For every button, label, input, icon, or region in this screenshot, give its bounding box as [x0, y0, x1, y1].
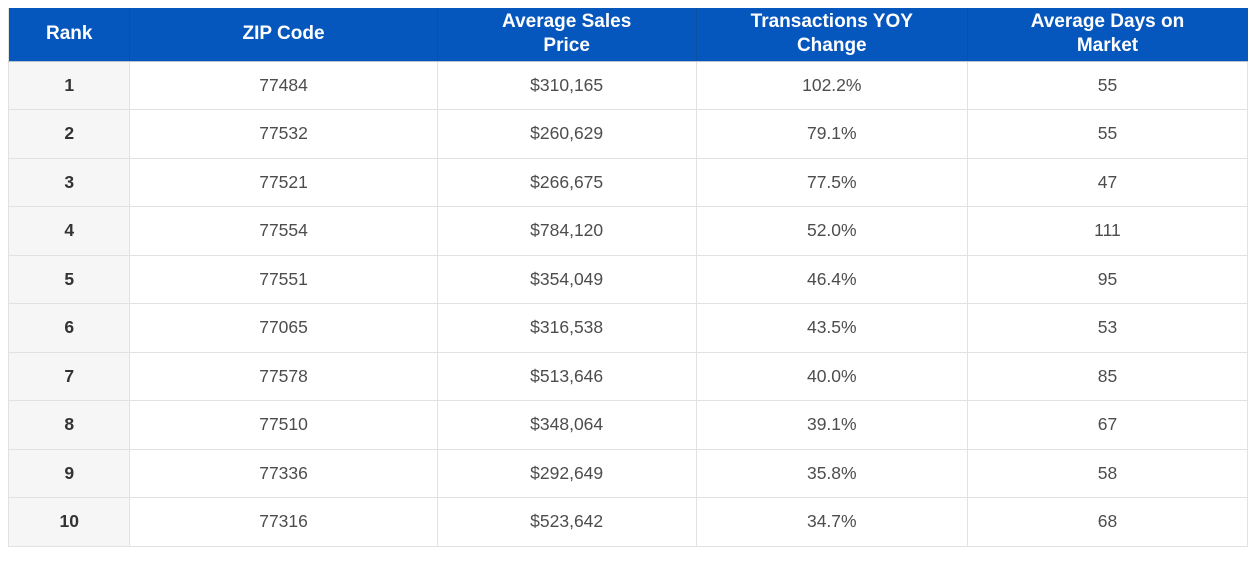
average-days-on-market-cell: 55: [966, 60, 1249, 111]
column-header-average-days-on-market: Average Days on Market: [967, 8, 1249, 62]
average-days-on-market-cell: 95: [966, 254, 1249, 305]
rank-cell: 1: [7, 60, 131, 111]
column-header-transactions-yoy-change: Transactions YOY Change: [696, 8, 968, 62]
average-sales-price-cell: $260,629: [436, 109, 697, 159]
rank-cell: 2: [7, 109, 131, 159]
column-header-zip-code: ZIP Code: [129, 8, 438, 62]
table-row: 3 77521 $266,675 77.5% 47: [7, 157, 1249, 208]
zip-code-cell: 77578: [129, 351, 438, 402]
average-sales-price-cell: $513,646: [436, 351, 697, 402]
table-body: 1 77484 $310,165 102.2% 55 2 77532 $260,629 79.1…: [7, 60, 1249, 547]
table-row: 10 77316 $523,642 34.7% 68: [7, 497, 1249, 547]
average-days-on-market-cell: 53: [966, 303, 1249, 353]
table-header: Rank ZIP Code Average Sales Price Transa…: [8, 8, 1249, 62]
table-row: 9 77336 $292,649 35.8% 58: [7, 448, 1249, 499]
column-header-average-sales-price: Average Sales Price: [437, 8, 697, 62]
table-row: 4 77554 $784,120 52.0% 111: [7, 206, 1249, 256]
zip-code-cell: 77521: [129, 157, 438, 208]
zip-code-cell: 77065: [129, 303, 438, 353]
column-header-average-days-on-market-label: Average Days on Market: [1030, 11, 1185, 57]
average-sales-price-cell: $784,120: [436, 206, 697, 256]
average-sales-price-cell: $354,049: [436, 254, 697, 305]
table-row: 7 77578 $513,646 40.0% 85: [7, 351, 1249, 402]
zip-code-cell: 77551: [129, 254, 438, 305]
average-sales-price-cell: $523,642: [436, 497, 697, 547]
average-sales-price-cell: $292,649: [436, 448, 697, 499]
transactions-yoy-change-cell: 77.5%: [695, 157, 968, 208]
average-sales-price-cell: $316,538: [436, 303, 697, 353]
rank-cell: 4: [7, 206, 131, 256]
transactions-yoy-change-cell: 46.4%: [695, 254, 968, 305]
column-header-average-sales-price-label: Average Sales Price: [502, 11, 632, 57]
transactions-yoy-change-cell: 35.8%: [695, 448, 968, 499]
rank-cell: 7: [7, 351, 131, 402]
average-sales-price-cell: $266,675: [436, 157, 697, 208]
zip-code-cell: 77532: [129, 109, 438, 159]
transactions-yoy-change-cell: 52.0%: [695, 206, 968, 256]
average-days-on-market-cell: 111: [966, 206, 1249, 256]
transactions-yoy-change-cell: 79.1%: [695, 109, 968, 159]
rank-cell: 9: [7, 448, 131, 499]
average-days-on-market-cell: 55: [966, 109, 1249, 159]
rank-cell: 3: [7, 157, 131, 208]
zip-ranking-table: Rank ZIP Code Average Sales Price Transa…: [7, 8, 1249, 547]
average-days-on-market-cell: 67: [966, 400, 1249, 450]
table-row: 2 77532 $260,629 79.1% 55: [7, 109, 1249, 159]
rank-cell: 8: [7, 400, 131, 450]
average-days-on-market-cell: 68: [966, 497, 1249, 547]
table-row: 6 77065 $316,538 43.5% 53: [7, 303, 1249, 353]
table-row: 1 77484 $310,165 102.2% 55: [7, 60, 1249, 111]
zip-code-cell: 77484: [129, 60, 438, 111]
average-days-on-market-cell: 58: [966, 448, 1249, 499]
column-header-transactions-yoy-change-label: Transactions YOY Change: [750, 11, 913, 57]
zip-code-cell: 77510: [129, 400, 438, 450]
transactions-yoy-change-cell: 34.7%: [695, 497, 968, 547]
zip-code-cell: 77336: [129, 448, 438, 499]
table-header-row: Rank ZIP Code Average Sales Price Transa…: [8, 8, 1249, 62]
average-days-on-market-cell: 85: [966, 351, 1249, 402]
column-header-zip-code-label: ZIP Code: [242, 23, 325, 45]
average-sales-price-cell: $348,064: [436, 400, 697, 450]
average-sales-price-cell: $310,165: [436, 60, 697, 111]
rank-cell: 10: [7, 497, 131, 547]
column-header-rank: Rank: [8, 8, 131, 62]
transactions-yoy-change-cell: 40.0%: [695, 351, 968, 402]
zip-code-cell: 77554: [129, 206, 438, 256]
transactions-yoy-change-cell: 43.5%: [695, 303, 968, 353]
transactions-yoy-change-cell: 39.1%: [695, 400, 968, 450]
rank-cell: 5: [7, 254, 131, 305]
transactions-yoy-change-cell: 102.2%: [695, 60, 968, 111]
table-row: 5 77551 $354,049 46.4% 95: [7, 254, 1249, 305]
column-header-rank-label: Rank: [45, 23, 93, 45]
rank-cell: 6: [7, 303, 131, 353]
zip-code-cell: 77316: [129, 497, 438, 547]
average-days-on-market-cell: 47: [966, 157, 1249, 208]
table-row: 8 77510 $348,064 39.1% 67: [7, 400, 1249, 450]
